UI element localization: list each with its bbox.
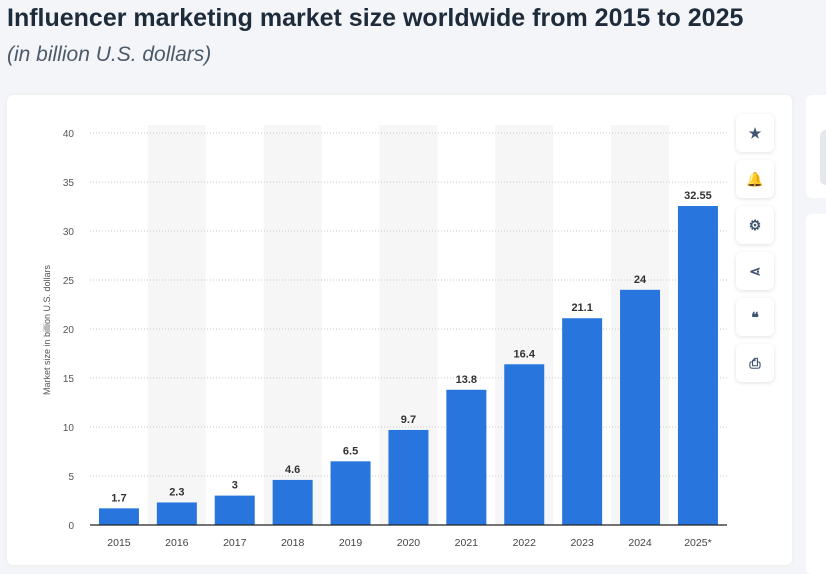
bar [214, 495, 255, 525]
star-button[interactable]: ★ [736, 114, 774, 152]
star-icon: ★ [748, 124, 762, 141]
x-tick-label: 2021 [455, 537, 479, 549]
bar [562, 318, 603, 525]
column-band [263, 125, 322, 525]
page-subtitle: (in billion U.S. dollars) [7, 43, 212, 66]
page-title: Influencer marketing market size worldwi… [7, 4, 744, 32]
data-label: 6.5 [343, 445, 358, 457]
bar [620, 289, 661, 525]
x-tick-label: 2015 [107, 537, 131, 549]
bar [272, 479, 313, 525]
data-label: 13.8 [456, 374, 477, 386]
data-label: 32.55 [684, 190, 712, 202]
y-tick-label: 0 [68, 521, 74, 532]
x-tick-label: 2017 [223, 537, 247, 549]
quote-icon: ❝ [751, 308, 759, 325]
y-axis-label: Market size in billion U.S. dollars [42, 264, 52, 395]
y-tick-label: 5 [68, 472, 74, 483]
bar [388, 429, 429, 525]
bar [330, 461, 371, 525]
bell-button[interactable]: 🔔 [736, 160, 774, 198]
gear-button[interactable]: ⚙ [736, 206, 774, 244]
x-tick-label: 2023 [570, 537, 594, 549]
share-button[interactable]: ⋖ [736, 252, 774, 290]
data-label: 4.6 [285, 464, 300, 476]
y-tick-label: 20 [63, 325, 75, 336]
x-tick-label: 2018 [281, 537, 305, 549]
quote-button[interactable]: ❝ [736, 298, 774, 336]
data-label: 9.7 [401, 414, 416, 426]
bar-chart: 0 5 10 15 20 25 30 35 40 Market size in billion U… [42, 125, 727, 549]
bar [504, 364, 545, 525]
x-tick-label: 2016 [165, 537, 189, 549]
x-tick-label: 2020 [397, 537, 421, 549]
print-icon: ⎙ [749, 354, 761, 371]
bar [98, 508, 139, 525]
bar [677, 206, 718, 525]
y-tick-label: 10 [63, 423, 75, 434]
y-tick-label: 30 [63, 227, 75, 238]
data-label: 24 [634, 274, 647, 286]
bar [156, 502, 197, 525]
data-label: 2.3 [169, 486, 184, 498]
side-panel-bottom [806, 214, 826, 574]
y-tick-label: 25 [63, 276, 75, 287]
column-band [147, 125, 206, 525]
x-tick-label: 2025* [684, 537, 711, 549]
print-button[interactable]: ⎙ [736, 344, 774, 382]
share-icon: ⋖ [749, 262, 761, 279]
bar [446, 389, 487, 525]
data-label: 3 [232, 480, 238, 492]
data-label: 21.1 [571, 302, 592, 314]
y-tick-label: 40 [63, 129, 75, 140]
x-tick-label: 2019 [339, 537, 363, 549]
side-panel-top [806, 95, 826, 198]
bell-icon: 🔔 [746, 170, 764, 187]
x-tick-label: 2022 [513, 537, 537, 549]
y-tick-label: 15 [63, 374, 75, 385]
data-label: 1.7 [111, 492, 126, 504]
data-label: 16.4 [514, 348, 536, 360]
x-tick-label: 2024 [628, 537, 652, 549]
y-tick-label: 35 [63, 178, 75, 189]
gear-icon: ⚙ [748, 216, 762, 233]
